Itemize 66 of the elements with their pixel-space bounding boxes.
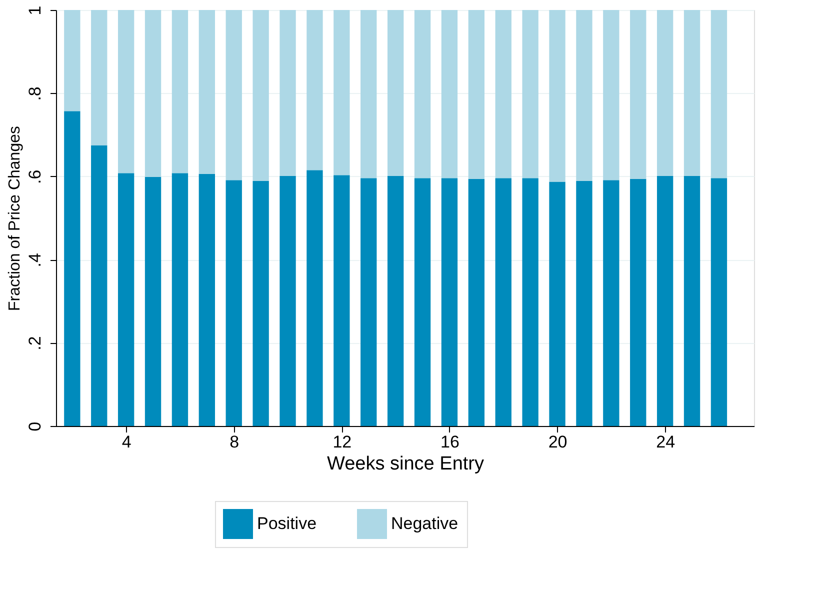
bar xyxy=(252,180,269,426)
bar xyxy=(549,10,566,182)
bar xyxy=(144,10,162,177)
y-tick-label: .8 xyxy=(26,86,44,101)
bar xyxy=(603,180,620,426)
bar xyxy=(198,10,216,174)
x-tick-label: 16 xyxy=(440,432,460,452)
bar xyxy=(252,10,269,181)
bar xyxy=(414,10,431,178)
y-tick-label: .2 xyxy=(26,336,44,350)
bar xyxy=(144,176,162,426)
bar xyxy=(64,111,80,426)
bar xyxy=(656,10,674,176)
bar xyxy=(387,10,404,176)
bar xyxy=(64,10,80,112)
x-tick-label: 12 xyxy=(332,432,352,452)
legend-label: Negative xyxy=(391,514,458,533)
bar xyxy=(387,176,404,426)
y-tick-label: 0 xyxy=(26,422,44,432)
x-tick-label: 20 xyxy=(548,432,568,452)
bar xyxy=(118,10,134,174)
bar xyxy=(334,175,350,426)
bar xyxy=(684,176,700,426)
x-tick-label: 24 xyxy=(656,432,676,452)
bar xyxy=(360,10,377,178)
bar xyxy=(226,180,242,426)
bar xyxy=(198,174,216,426)
bar xyxy=(226,10,242,180)
bar xyxy=(468,178,484,426)
y-tick-label: .4 xyxy=(26,253,44,268)
y-tick-label: .6 xyxy=(26,170,44,184)
bar xyxy=(414,178,431,426)
bar xyxy=(468,10,484,179)
bar xyxy=(91,10,108,146)
bar xyxy=(441,178,458,426)
bar xyxy=(710,10,728,178)
bar xyxy=(576,180,592,426)
bar xyxy=(603,10,620,180)
bar xyxy=(495,10,512,178)
bar xyxy=(549,182,566,426)
bar xyxy=(306,170,323,426)
bar xyxy=(280,176,296,426)
y-tick-label: 1 xyxy=(26,6,44,16)
bar xyxy=(280,10,296,176)
x-axis-title: Weeks since Entry xyxy=(327,454,484,474)
bar xyxy=(522,178,538,426)
bar xyxy=(118,173,134,426)
bar xyxy=(306,10,323,170)
bar xyxy=(710,178,728,426)
bar xyxy=(656,176,674,426)
bar xyxy=(522,10,538,178)
bar xyxy=(441,10,458,178)
bar xyxy=(360,178,377,426)
x-tick-label: 4 xyxy=(122,432,132,452)
x-tick-label: 8 xyxy=(230,432,240,452)
bar xyxy=(91,145,108,426)
bar xyxy=(172,173,188,426)
bar xyxy=(684,10,700,176)
bar xyxy=(576,10,592,181)
bar xyxy=(334,10,350,176)
bar xyxy=(630,10,646,179)
y-axis-title: Fraction of Price Changes xyxy=(6,126,24,311)
bar xyxy=(630,178,646,426)
bar xyxy=(172,10,188,174)
bar xyxy=(495,178,512,426)
legend-label: Positive xyxy=(257,514,317,533)
